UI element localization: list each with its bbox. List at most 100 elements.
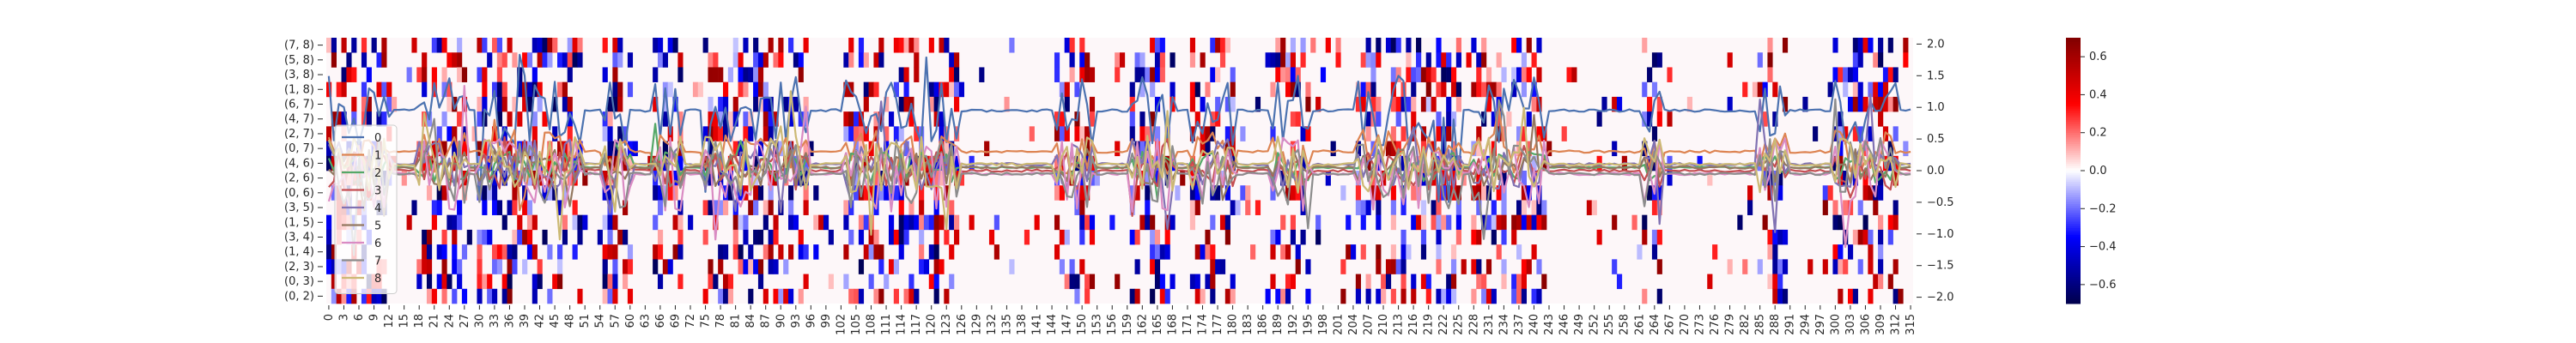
heatmap-cell xyxy=(868,244,874,260)
heatmap-cell xyxy=(602,288,608,304)
heatmap-cell xyxy=(783,259,789,274)
heatmap-column-label: 225 xyxy=(1453,314,1466,335)
colorbar-segment xyxy=(2066,195,2081,198)
heatmap-cell xyxy=(336,111,342,127)
y-tick-label: 1.0 xyxy=(1927,101,1945,114)
heatmap-cell xyxy=(482,141,488,157)
heatmap-cell xyxy=(441,185,447,201)
heatmap-cell xyxy=(1411,111,1417,127)
heatmap-cell xyxy=(1491,214,1497,231)
heatmap-cell xyxy=(949,52,955,68)
heatmap-cell xyxy=(1501,126,1507,141)
heatmap-cell xyxy=(1446,96,1452,112)
heatmap-cell xyxy=(1727,96,1733,112)
heatmap-cell xyxy=(1009,38,1015,53)
heatmap-cell xyxy=(863,214,869,231)
heatmap-row-label: (2, 3) xyxy=(284,261,314,274)
colorbar-segment xyxy=(2066,266,2081,269)
heatmap-column-label: 276 xyxy=(1709,314,1722,335)
heatmap-cell xyxy=(878,288,884,304)
heatmap-cell xyxy=(431,67,437,82)
heatmap-cell xyxy=(1887,38,1893,53)
heatmap-cell xyxy=(1843,171,1849,186)
heatmap-cell xyxy=(653,96,659,112)
heatmap-cell xyxy=(1400,229,1406,245)
heatmap-cell xyxy=(757,229,764,245)
colorbar-segment xyxy=(2066,77,2081,81)
heatmap-cell xyxy=(1838,288,1844,304)
heatmap-cell xyxy=(386,96,392,112)
heatmap-cell xyxy=(1857,200,1863,215)
heatmap-cell xyxy=(762,52,769,68)
heatmap-column-label: 195 xyxy=(1302,314,1315,335)
heatmap-cell xyxy=(577,214,583,231)
heatmap-column-label: 60 xyxy=(624,314,637,328)
heatmap-cell xyxy=(1847,96,1854,112)
colorbar-segment xyxy=(2066,224,2081,227)
heatmap-cell xyxy=(919,244,925,260)
colorbar-segment xyxy=(2066,80,2081,83)
heatmap-cell xyxy=(873,111,879,127)
heatmap-cell xyxy=(1189,81,1196,98)
heatmap-cell xyxy=(461,288,468,304)
heatmap-cell xyxy=(477,141,483,157)
heatmap-cell xyxy=(552,38,558,53)
heatmap-cell xyxy=(431,288,437,304)
heatmap-cell xyxy=(1270,126,1276,141)
heatmap-cell xyxy=(1832,214,1838,231)
heatmap-cell xyxy=(1064,96,1070,112)
heatmap-cell xyxy=(366,67,372,82)
heatmap-cell xyxy=(727,155,733,172)
heatmap-column-label: 84 xyxy=(744,314,757,328)
heatmap-cell xyxy=(1425,81,1431,98)
heatmap-cell xyxy=(1862,229,1868,245)
heatmap-cell xyxy=(1496,214,1502,231)
heatmap-cell xyxy=(1455,52,1461,68)
heatmap-cell xyxy=(773,111,779,127)
colorbar-segment xyxy=(2066,59,2081,63)
colorbar-segment xyxy=(2066,153,2081,156)
heatmap-cell xyxy=(1134,67,1140,82)
heatmap-cell xyxy=(557,274,563,290)
colorbar-segment xyxy=(2066,281,2081,285)
heatmap-cell xyxy=(607,185,613,201)
heatmap-cell xyxy=(1064,81,1070,98)
heatmap-cell xyxy=(1215,38,1221,53)
heatmap-cell xyxy=(1461,259,1467,274)
heatmap-cell xyxy=(1300,155,1306,172)
colorbar-segment xyxy=(2066,294,2081,298)
heatmap-cell xyxy=(466,229,472,245)
heatmap-cell xyxy=(447,214,453,231)
heatmap-cell xyxy=(572,52,578,68)
heatmap-cell xyxy=(1436,52,1442,68)
heatmap-column-label: 9 xyxy=(368,314,381,321)
heatmap-cell xyxy=(1887,67,1893,82)
heatmap-cell xyxy=(1868,244,1874,260)
heatmap-cell xyxy=(954,214,960,231)
heatmap-cell xyxy=(1485,288,1492,304)
heatmap-cell xyxy=(346,288,352,304)
heatmap-cell xyxy=(793,52,799,68)
heatmap-cell xyxy=(371,288,377,304)
heatmap-cell xyxy=(1134,229,1140,245)
heatmap-cell xyxy=(1189,274,1196,290)
heatmap-cell xyxy=(732,229,738,245)
heatmap-cell xyxy=(662,111,668,127)
heatmap-cell xyxy=(1466,52,1472,68)
colorbar-segment xyxy=(2066,106,2081,110)
heatmap-cell xyxy=(512,200,518,215)
heatmap-column-label: 177 xyxy=(1212,314,1224,335)
heatmap-cell xyxy=(1390,288,1396,304)
heatmap-column-label: 288 xyxy=(1769,314,1782,335)
heatmap-column-label: 114 xyxy=(896,314,908,335)
heatmap-cell xyxy=(863,96,869,112)
heatmap-cell xyxy=(1084,274,1091,290)
heatmap-cell xyxy=(1536,214,1542,231)
heatmap-cell xyxy=(1280,288,1286,304)
heatmap-cell xyxy=(1290,52,1296,68)
heatmap-cell xyxy=(1194,185,1200,201)
heatmap-cell xyxy=(557,244,563,260)
heatmap-cell xyxy=(1275,67,1281,82)
heatmap-cell xyxy=(1335,38,1341,53)
heatmap-column-label: 45 xyxy=(549,314,562,328)
